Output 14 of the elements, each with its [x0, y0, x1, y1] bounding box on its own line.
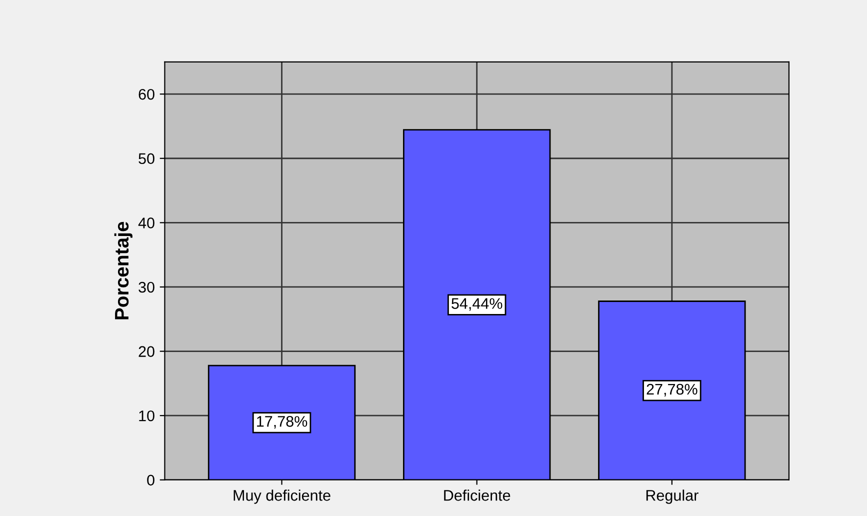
data-label: 27,78% — [646, 384, 698, 396]
y-tick-label: 10 — [139, 410, 154, 422]
y-tick-label: 50 — [138, 153, 154, 164]
x-tick-label: Deficiente — [444, 490, 510, 501]
x-tick-label: Muy deficiente — [234, 490, 330, 504]
y-tick-label: 20 — [138, 346, 154, 357]
y-axis-title: Porcentaje — [114, 222, 132, 320]
y-tick-label: 40 — [138, 218, 154, 228]
data-label: 54,44% — [452, 298, 502, 311]
x-tick-label: Regular — [646, 490, 698, 504]
y-tick-label: 60 — [138, 88, 154, 100]
data-label: 17,78% — [257, 416, 308, 429]
y-tick-label: 30 — [138, 282, 154, 293]
y-tick-label: 0 — [147, 474, 154, 486]
